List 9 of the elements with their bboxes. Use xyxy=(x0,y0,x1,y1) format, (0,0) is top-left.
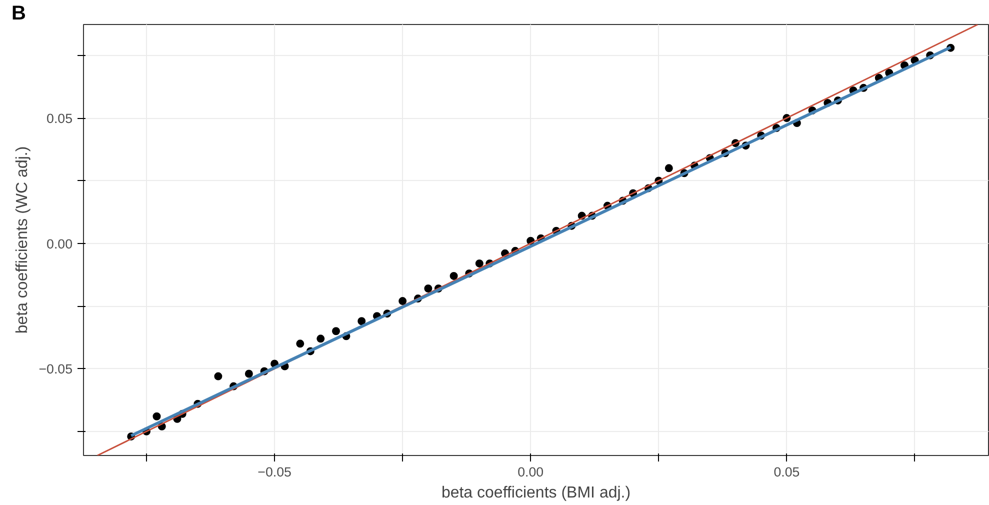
x-tick-label: −0.05 xyxy=(258,464,292,480)
text: B xyxy=(12,2,26,24)
x-tick-label: 0.00 xyxy=(518,464,544,480)
y-tick-label: 0.05 xyxy=(46,111,73,126)
y-tick-label: −0.05 xyxy=(38,362,73,377)
x-tick-label: 0.05 xyxy=(774,464,800,480)
y-axis-title: beta coefficients (WC adj.) xyxy=(14,146,31,334)
y-tick-label: 0.00 xyxy=(46,236,73,252)
x-axis-title: beta coefficients (BMI adj.) xyxy=(441,484,631,502)
